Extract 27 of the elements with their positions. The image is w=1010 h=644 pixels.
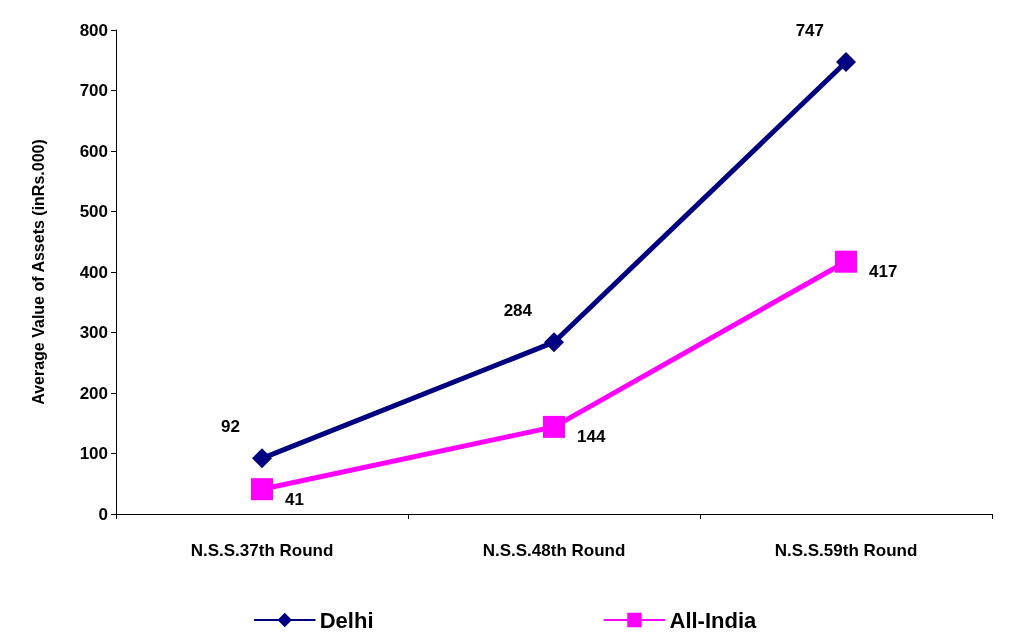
x-tick-label: N.S.S.37th Round bbox=[190, 541, 334, 560]
y-tick-label: 700 bbox=[79, 81, 108, 100]
point bbox=[252, 448, 272, 469]
legend-label: All-India bbox=[669, 607, 758, 633]
x-tick-label: N.S.S.59th Round bbox=[774, 541, 918, 560]
data-label: 92 bbox=[221, 416, 240, 436]
data-label: 144 bbox=[577, 427, 606, 447]
legend-label: Delhi bbox=[319, 607, 374, 633]
y-tick-label: 100 bbox=[79, 444, 108, 463]
y-tick-label: 600 bbox=[79, 141, 108, 161]
y-axis-title: Average Value of Assets (inRs.000) bbox=[29, 139, 47, 405]
y-tick-label: 0 bbox=[98, 504, 108, 524]
y-tick-label: 500 bbox=[79, 202, 108, 221]
data-label: 41 bbox=[285, 489, 304, 509]
data-label: 747 bbox=[795, 20, 824, 40]
point bbox=[836, 52, 856, 73]
y-tick-label: 400 bbox=[79, 262, 108, 282]
y-tick-label: 800 bbox=[79, 20, 108, 40]
data-label: 284 bbox=[503, 300, 533, 320]
x-tick-label: N.S.S.48th Round bbox=[482, 541, 626, 560]
y-tick-label: 200 bbox=[79, 383, 108, 403]
point bbox=[251, 478, 273, 501]
point bbox=[835, 250, 857, 273]
point bbox=[543, 415, 565, 438]
data-label: 417 bbox=[869, 262, 898, 282]
point bbox=[544, 332, 564, 353]
y-tick-label: 300 bbox=[79, 323, 108, 342]
